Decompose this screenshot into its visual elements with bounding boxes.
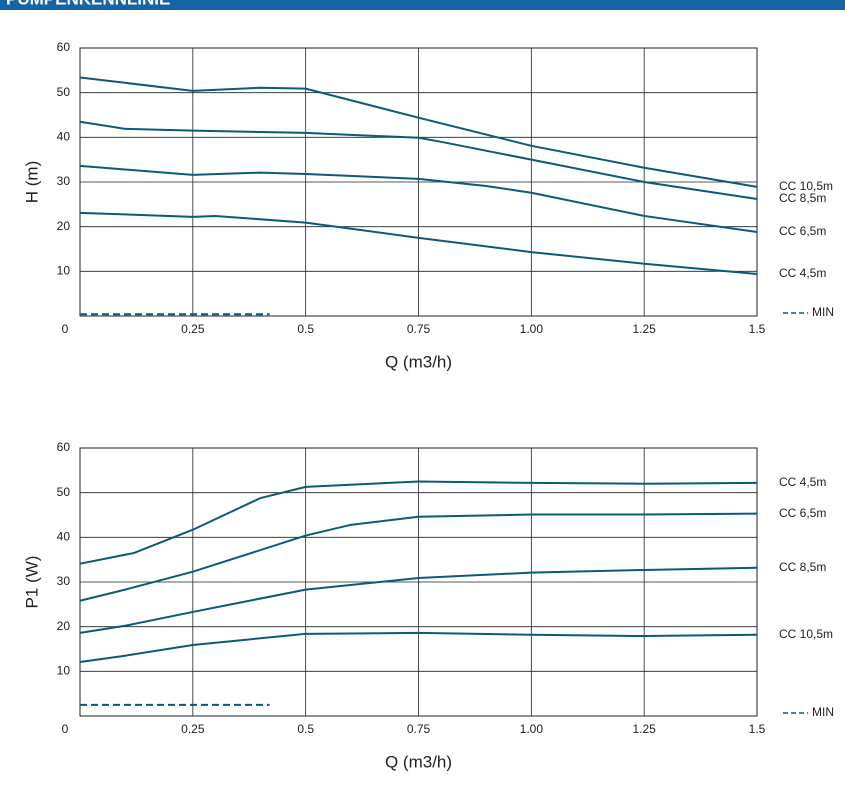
- y-tick-label: 30: [57, 574, 71, 588]
- y-axis-label: P1 (W): [22, 556, 41, 609]
- legend-label: CC 4,5m: [779, 266, 826, 280]
- series-line: [79, 120, 758, 200]
- legend-label: CC 8,5m: [779, 191, 826, 205]
- series-line: [79, 566, 758, 634]
- series-line: [79, 480, 758, 565]
- legend-label: MIN: [812, 305, 834, 319]
- y-tick-label: 20: [57, 619, 71, 633]
- x-tick-label: 0.5: [297, 322, 314, 336]
- x-tick-label: 1.5: [749, 722, 766, 736]
- y-tick-label: 10: [57, 664, 71, 678]
- y-tick-label: 30: [57, 174, 71, 188]
- x-tick-label: 1.25: [632, 722, 656, 736]
- x-tick-label: 0.25: [181, 722, 205, 736]
- x-axis-label: Q (m3/h): [385, 352, 452, 371]
- x-tick-label: 0.25: [181, 322, 205, 336]
- legend-label: CC 6,5m: [779, 506, 826, 520]
- series-line: [79, 211, 758, 276]
- x-axis-label: Q (m3/h): [385, 752, 452, 771]
- y-tick-label: 40: [57, 130, 71, 144]
- series-line: [79, 631, 758, 663]
- legend-label: CC 10,5m: [779, 179, 833, 193]
- x-tick-label: 1.25: [632, 322, 656, 336]
- x-tick-label: 0: [62, 322, 69, 336]
- series-line: [79, 164, 758, 234]
- y-axis-label: H (m): [22, 161, 41, 203]
- y-tick-label: 10: [57, 264, 71, 278]
- y-tick-label: 60: [57, 40, 71, 54]
- series-line: [79, 76, 758, 188]
- header-bar: [0, 0, 845, 10]
- legend-label: CC 10,5m: [779, 627, 833, 641]
- y-tick-label: 20: [57, 219, 71, 233]
- x-tick-label: 0.75: [407, 322, 431, 336]
- x-tick-label: 0: [62, 722, 69, 736]
- y-tick-label: 60: [57, 440, 71, 454]
- x-tick-label: 1.00: [520, 722, 544, 736]
- legend-label: CC 4,5m: [779, 475, 826, 489]
- series-line: [79, 512, 758, 602]
- x-tick-label: 0.75: [407, 722, 431, 736]
- legend-label: CC 8,5m: [779, 560, 826, 574]
- x-tick-label: 1.5: [749, 322, 766, 336]
- y-tick-label: 40: [57, 530, 71, 544]
- legend-label: MIN: [812, 705, 834, 719]
- y-tick-label: 50: [57, 85, 71, 99]
- x-tick-label: 0.5: [297, 722, 314, 736]
- header-title: PUMPENKENNLINIE: [6, 0, 170, 8]
- plot-frame: [79, 47, 758, 317]
- y-tick-label: 50: [57, 485, 71, 499]
- plot-frame: [79, 447, 758, 717]
- background: [0, 10, 845, 787]
- legend-label: CC 6,5m: [779, 224, 826, 238]
- x-tick-label: 1.00: [520, 322, 544, 336]
